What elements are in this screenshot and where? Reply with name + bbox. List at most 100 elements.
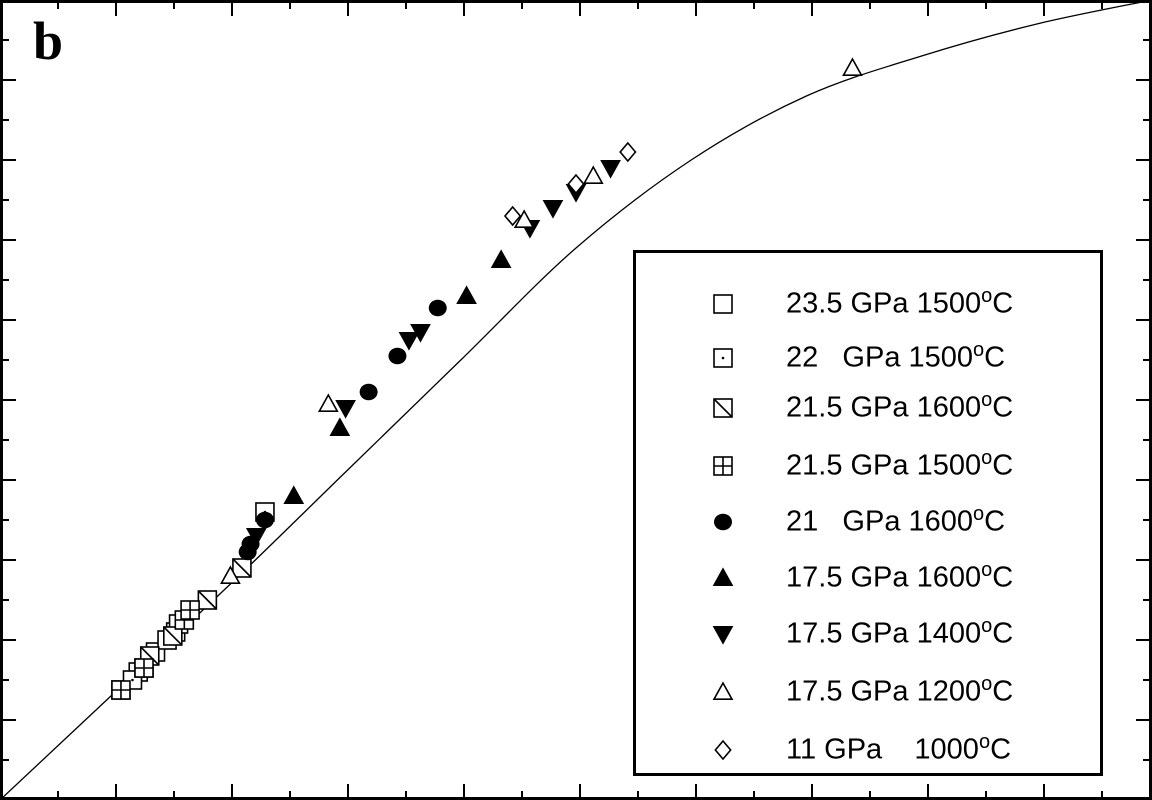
legend-label: 17.5 GPa 1200oC <box>786 673 1013 709</box>
marker-triangle-down <box>398 331 420 351</box>
marker-triangle-down <box>335 399 356 419</box>
legend-series-name: 17.5 GPa 1600 <box>786 561 982 594</box>
data-point <box>134 658 154 678</box>
legend-marker <box>712 626 734 645</box>
data-point <box>388 347 407 365</box>
marker-triangle-up <box>490 249 512 269</box>
data-point <box>410 323 431 343</box>
legend: 23.5 GPa 1500oC 22 GPa 1500oC 21.5 GPa 160… <box>633 250 1103 776</box>
legend-marker-icon <box>713 398 733 418</box>
data-point <box>582 165 604 184</box>
data-point <box>490 249 512 269</box>
degree-sign: o <box>981 615 993 637</box>
degree-sign: o <box>981 447 993 469</box>
legend-label: 22 GPa 1500oC <box>786 339 1005 375</box>
degree-sign: o <box>981 389 993 411</box>
data-point <box>163 626 183 646</box>
marker-triangle-down <box>245 527 267 547</box>
series-4 <box>111 600 200 700</box>
marker-circle <box>714 513 732 531</box>
legend-marker-icon <box>714 739 732 761</box>
degree-sign: o <box>981 559 993 581</box>
legend-series-name: 17.5 GPa 1400 <box>786 617 982 650</box>
data-point <box>513 209 535 228</box>
legend-marker-icon <box>713 294 733 314</box>
data-point <box>398 331 420 351</box>
legend-unit: C <box>984 505 1006 538</box>
degree-sign: o <box>981 285 993 307</box>
legend-marker <box>713 456 733 476</box>
legend-marker <box>712 681 734 701</box>
marker-diamond <box>714 739 732 761</box>
legend-unit: C <box>992 449 1014 482</box>
legend-unit: C <box>984 341 1006 374</box>
data-point <box>255 511 274 529</box>
series-3 <box>139 558 252 666</box>
data-point <box>428 299 447 317</box>
marker-circle <box>388 347 407 365</box>
legend-series-name: 21.5 GPa 1500 <box>786 449 982 482</box>
data-point <box>180 600 200 620</box>
legend-unit: C <box>992 617 1014 650</box>
legend-marker-icon <box>712 626 734 645</box>
series-7 <box>245 160 621 547</box>
legend-item: 21.5 GPa 1500oC <box>636 445 1100 485</box>
legend-item: 23.5 GPa 1500oC <box>636 283 1100 323</box>
legend-item: 17.5 GPa 1400oC <box>636 613 1100 653</box>
legend-label: 11 GPa 1000oC <box>786 731 1011 767</box>
data-points-layer <box>111 57 863 700</box>
legend-label: 23.5 GPa 1500oC <box>786 285 1013 321</box>
marker-dot <box>721 356 725 360</box>
legend-item: 21 GPa 1600oC <box>636 501 1100 541</box>
marker-triangle-up <box>283 485 305 505</box>
data-point <box>111 680 131 700</box>
series-8 <box>220 57 863 585</box>
degree-sign: o <box>973 339 985 361</box>
legend-unit: C <box>992 561 1014 594</box>
data-point <box>220 565 241 585</box>
data-point <box>600 160 621 179</box>
marker-slash <box>140 646 160 666</box>
marker-triangle-up <box>456 285 477 305</box>
marker-slash <box>163 626 183 646</box>
legend-marker <box>713 398 733 418</box>
legend-marker <box>714 739 732 761</box>
legend-label: 21 GPa 1600oC <box>786 503 1005 539</box>
legend-series-name: 23.5 GPa 1500 <box>786 287 982 320</box>
marker-circle <box>255 511 274 529</box>
data-point <box>842 57 863 76</box>
legend-label: 21.5 GPa 1500oC <box>786 447 1013 483</box>
legend-item: 11 GPa 1000oC <box>636 729 1100 769</box>
legend-marker-icon <box>712 567 734 587</box>
legend-marker <box>712 567 734 587</box>
marker-circle <box>428 299 447 317</box>
marker-triangle-up <box>513 209 535 228</box>
marker-slash <box>197 590 217 610</box>
series-9 <box>503 141 637 227</box>
marker-triangle-up <box>842 57 863 76</box>
degree-sign: o <box>978 731 991 753</box>
legend-marker-icon <box>713 456 733 476</box>
legend-series-name: 22 GPa 1500 <box>786 341 974 374</box>
marker-dot <box>131 678 134 682</box>
marker-triangle-down <box>410 323 431 343</box>
data-point <box>456 285 477 305</box>
legend-series-name: 21 GPa 1600 <box>786 505 974 538</box>
series-5 <box>238 299 447 561</box>
legend-marker <box>713 294 733 314</box>
legend-unit: C <box>992 391 1014 424</box>
marker-triangle-down <box>600 160 621 179</box>
legend-series-name: 17.5 GPa 1200 <box>786 675 982 708</box>
data-point <box>567 173 585 195</box>
marker-slash <box>232 558 252 578</box>
data-point <box>197 590 218 610</box>
legend-item: 17.5 GPa 1200oC <box>636 671 1100 711</box>
legend-unit: C <box>992 675 1014 708</box>
marker-diamond <box>567 173 585 195</box>
data-point <box>245 527 267 547</box>
marker-triangle-down <box>712 626 734 645</box>
marker-triangle-up <box>582 165 604 184</box>
marker-triangle-up <box>329 417 351 437</box>
marker-triangle-up <box>712 681 734 701</box>
